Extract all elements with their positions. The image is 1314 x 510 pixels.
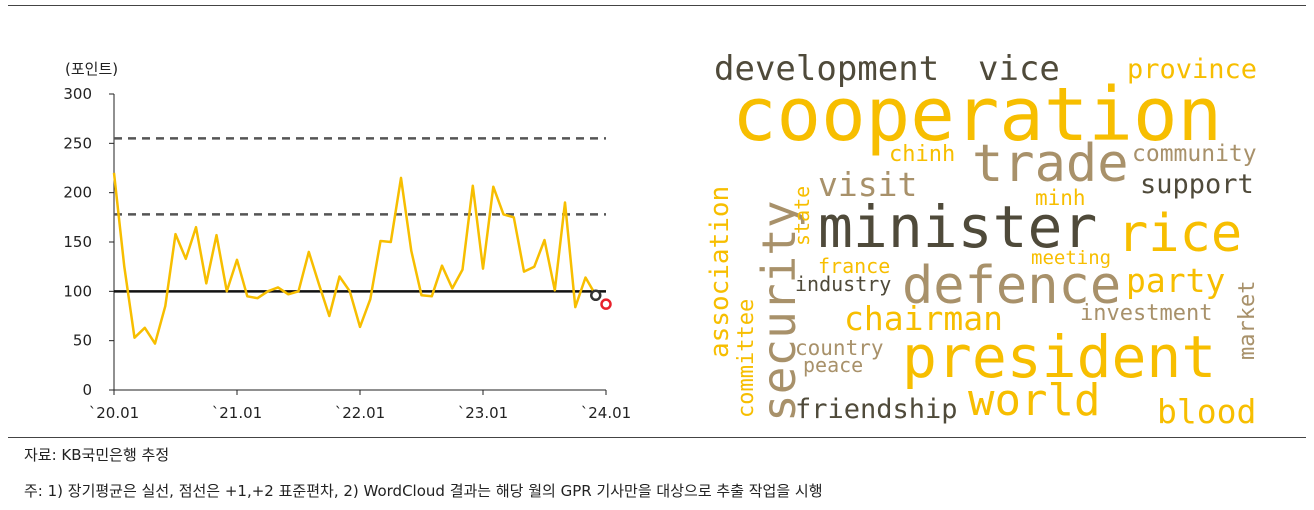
y-tick-label: 0	[82, 381, 92, 399]
footnote: 주: 1) 장기평균은 실선, 점선은 +1,+2 표준편차, 2) WordC…	[24, 482, 823, 500]
x-axis: `20.01 `21.01 `22.01 `23.01 `24.01	[89, 389, 631, 422]
y-tick-label: 150	[63, 233, 92, 251]
wordcloud-word: province	[1127, 54, 1258, 85]
word-cloud: development vice province cooperation trade c…	[690, 40, 1290, 440]
wordcloud-word: support	[1140, 169, 1254, 200]
x-tick-label: `23.01	[458, 404, 508, 422]
wordcloud-word: party	[1126, 261, 1226, 300]
latest-point-marker	[600, 298, 612, 310]
last-point-marker	[590, 289, 602, 302]
x-tick-label: `24.01	[581, 404, 631, 422]
wordcloud-word: market	[1235, 280, 1260, 360]
wordcloud-word: investment	[1080, 301, 1213, 326]
y-axis-unit-label: (포인트)	[65, 60, 118, 78]
y-tick-label: 300	[63, 85, 92, 103]
bottom-rule	[8, 437, 1306, 438]
x-tick-label: `21.01	[212, 404, 262, 422]
x-tick-label: `22.01	[335, 404, 385, 422]
gpr-series-line	[112, 172, 597, 345]
y-tick-label: 50	[73, 332, 92, 350]
wordcloud-word: industry	[795, 272, 892, 296]
wordcloud-word: france	[818, 254, 891, 278]
wordcloud-word: friendship	[795, 394, 958, 425]
top-rule	[8, 5, 1306, 6]
y-tick-label: 250	[63, 134, 92, 152]
wordcloud-word: meeting	[1031, 247, 1112, 269]
wordcloud-word: community	[1132, 141, 1257, 167]
wordcloud-word: world	[968, 375, 1101, 426]
wordcloud-word: minh	[1035, 186, 1086, 210]
wordcloud-word: blood	[1157, 392, 1257, 431]
wordcloud-word: development	[714, 49, 940, 89]
y-tick-label: 100	[63, 282, 92, 300]
source-note: 자료: KB국민은행 추정	[24, 446, 170, 464]
gpr-line-chart: (포인트) 0 50 100 150 200 250 300 `20.01 `21.01 `22…	[63, 60, 631, 422]
wordcloud-word: president	[902, 323, 1217, 391]
wordcloud-word: chairman	[844, 299, 1003, 338]
y-tick-label: 200	[63, 184, 92, 202]
wordcloud-word: state	[790, 185, 814, 246]
wordcloud-word: vice	[978, 49, 1060, 89]
wordcloud-word: minister	[818, 193, 1098, 261]
wordcloud-word: trade	[972, 134, 1129, 194]
wordcloud-word: country	[795, 336, 884, 360]
wordcloud-word: cooperation	[732, 72, 1223, 158]
reference-lines	[114, 137, 606, 293]
wordcloud-word: visit	[818, 165, 918, 204]
y-axis: 0 50 100 150 200 250 300	[63, 85, 115, 399]
wordcloud-word: peace	[803, 353, 864, 377]
series-layer	[112, 172, 612, 345]
wordcloud-word: association	[705, 185, 735, 358]
x-tick-label: `20.01	[89, 404, 139, 422]
wordcloud-word: defence	[902, 256, 1122, 316]
wordcloud-word: chinh	[889, 142, 956, 167]
wordcloud-word: rice	[1117, 204, 1243, 264]
